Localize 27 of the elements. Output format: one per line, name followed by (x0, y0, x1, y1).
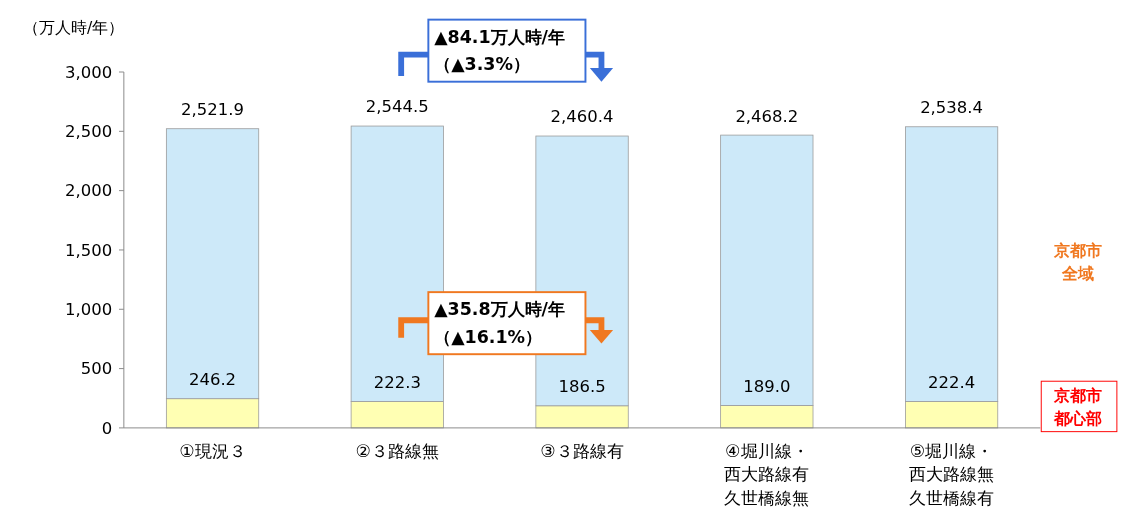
y-tick-label: 2,500 (65, 122, 113, 142)
data-label: 246.2 (188, 370, 237, 390)
x-tick-label: ⑤堀川線・西大路線無久世橋線有 (909, 441, 995, 508)
total-label: 2,468.2 (735, 106, 799, 126)
total-label: 2,521.9 (181, 100, 244, 120)
data-label: 189.0 (743, 376, 791, 396)
text: 京都市都心部 (1053, 385, 1103, 428)
total-label: 2,538.4 (920, 98, 984, 118)
annotation: ▲84.1万人時/年（▲3.3%） (434, 26, 565, 75)
x-tick-label: ②３路線無 (355, 441, 440, 461)
x-tick-label: ①現況３ (179, 441, 246, 461)
text: 京都市全域 (1053, 240, 1103, 284)
total-label: 2,544.5 (365, 97, 429, 117)
x-tick-label: ④堀川線・西大路線有久世橋線無 (724, 441, 810, 508)
data-label: 186.5 (558, 377, 606, 397)
data-label: 222.3 (373, 372, 421, 392)
y-tick-label: 2,000 (65, 181, 113, 201)
y-tick-label: 1,000 (65, 300, 113, 320)
x-tick-label: ③３路線有 (540, 441, 624, 461)
y-tick-label: 1,500 (65, 240, 113, 260)
y-tick-label: 500 (80, 359, 113, 379)
y-tick-label: 3,000 (65, 62, 113, 82)
total-label: 2,460.4 (550, 107, 614, 127)
y-tick-label: 0 (101, 418, 113, 438)
annotation: ▲35.8万人時/年（▲16.1%） (434, 299, 565, 347)
y-axis-title: （万人時/年） (23, 19, 125, 38)
data-label: 222.4 (928, 372, 976, 392)
